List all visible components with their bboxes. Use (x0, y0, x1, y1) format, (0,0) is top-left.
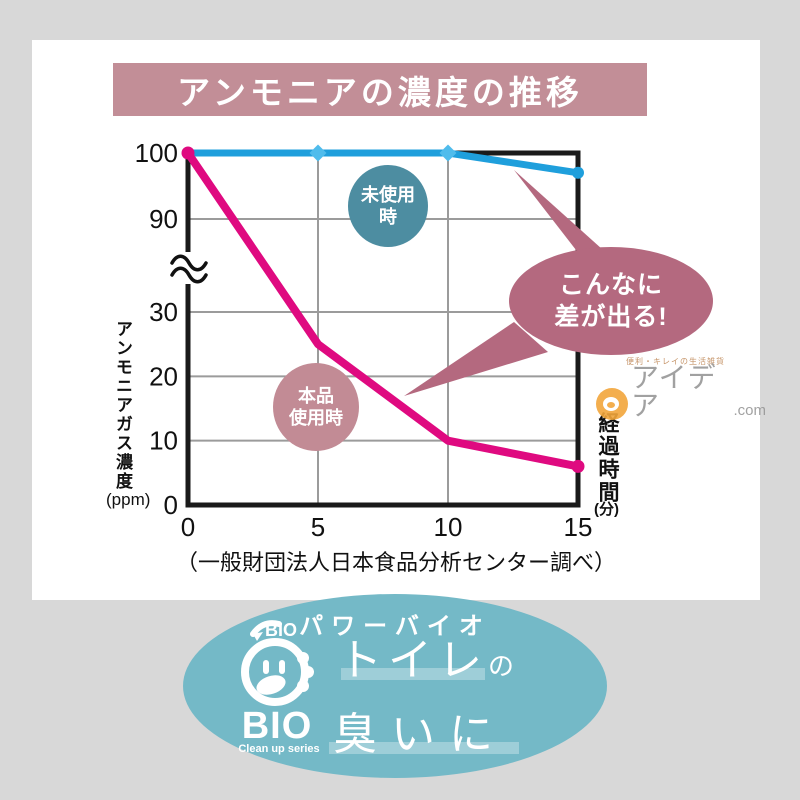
legend-used-line2: 使用時 (289, 408, 343, 428)
product-use-line1-small: の (488, 651, 515, 681)
svg-text:BIO: BIO (265, 620, 297, 640)
watermark-suffix: .com (733, 402, 766, 419)
highlight-band-1 (341, 668, 485, 680)
product-use-line1-big: トイレ (338, 636, 488, 685)
product-use-line1: トイレの (338, 624, 514, 688)
svg-text:30: 30 (149, 297, 178, 327)
svg-text:90: 90 (149, 204, 178, 234)
svg-text:20: 20 (149, 361, 178, 391)
legend-used-circle: 本品 使用時 (273, 363, 359, 451)
page-title: アンモニアの濃度の推移 (177, 73, 583, 111)
callout-bubble: こんなに 差が出る! (509, 247, 713, 355)
callout-line2: 差が出る! (554, 303, 668, 331)
legend-used-line1: 本品 (298, 385, 334, 406)
watermark-tagline: 便利・キレイの生活雑貨 (626, 357, 725, 366)
svg-text:15: 15 (564, 512, 593, 542)
watermark-brand: アイデア (631, 362, 717, 421)
svg-text:BIO: BIO (242, 705, 313, 747)
svg-text:100: 100 (135, 138, 178, 168)
legend-unused-line1: 未使用 (361, 184, 415, 205)
y-axis-unit: (ppm) (106, 490, 151, 509)
watermark-logo-icon (596, 388, 628, 420)
legend-unused-line2: 時 (379, 207, 397, 227)
data-source-note: （一般財団法人日本食品分析センター調べ） (175, 550, 616, 575)
svg-text:Clean up series: Clean up series (238, 743, 319, 755)
y-axis-title: アンモニアガス濃度 (113, 320, 132, 491)
brand-name: パワーバイオ (299, 613, 491, 640)
x-axis-unit: (分) (594, 501, 619, 518)
bio-mascot-logo: BIO BIO Clean up series (238, 620, 319, 755)
svg-text:0: 0 (181, 512, 195, 542)
legend-unused-circle: 未使用 時 (348, 165, 428, 247)
x-axis-title: 経過時間 (596, 412, 619, 504)
svg-text:5: 5 (311, 512, 325, 542)
svg-text:0: 0 (164, 490, 178, 520)
callout-line1: こんなに (558, 270, 663, 299)
svg-text:10: 10 (149, 426, 178, 456)
highlight-band-2 (329, 742, 519, 754)
title-banner: アンモニアの濃度の推移 (113, 63, 647, 116)
product-badge-oval: パワーバイオ BIO BIO Clean up series トイレの 臭いに (183, 594, 607, 778)
watermark-row: アイデア .com (596, 364, 766, 420)
svg-text:10: 10 (434, 512, 463, 542)
product-use-line2: 臭いに (333, 710, 507, 759)
